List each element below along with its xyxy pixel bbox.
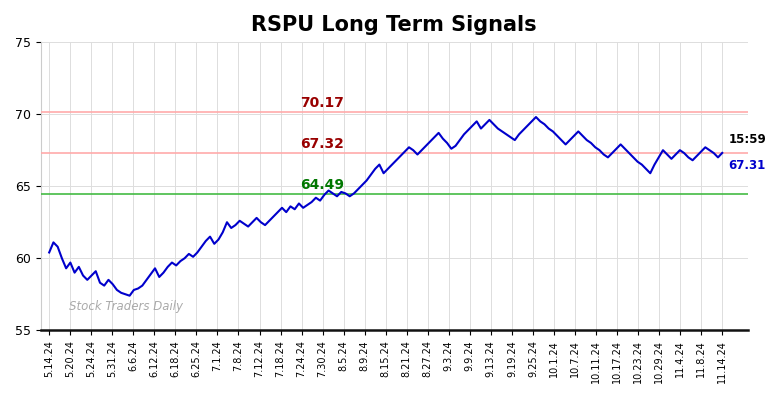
Text: 67.32: 67.32 [299, 137, 343, 151]
Text: 15:59: 15:59 [728, 133, 766, 146]
Text: Stock Traders Daily: Stock Traders Daily [69, 300, 183, 313]
Title: RSPU Long Term Signals: RSPU Long Term Signals [252, 15, 537, 35]
Text: 64.49: 64.49 [299, 178, 343, 192]
Text: 70.17: 70.17 [299, 96, 343, 110]
Text: 67.31: 67.31 [728, 159, 766, 172]
